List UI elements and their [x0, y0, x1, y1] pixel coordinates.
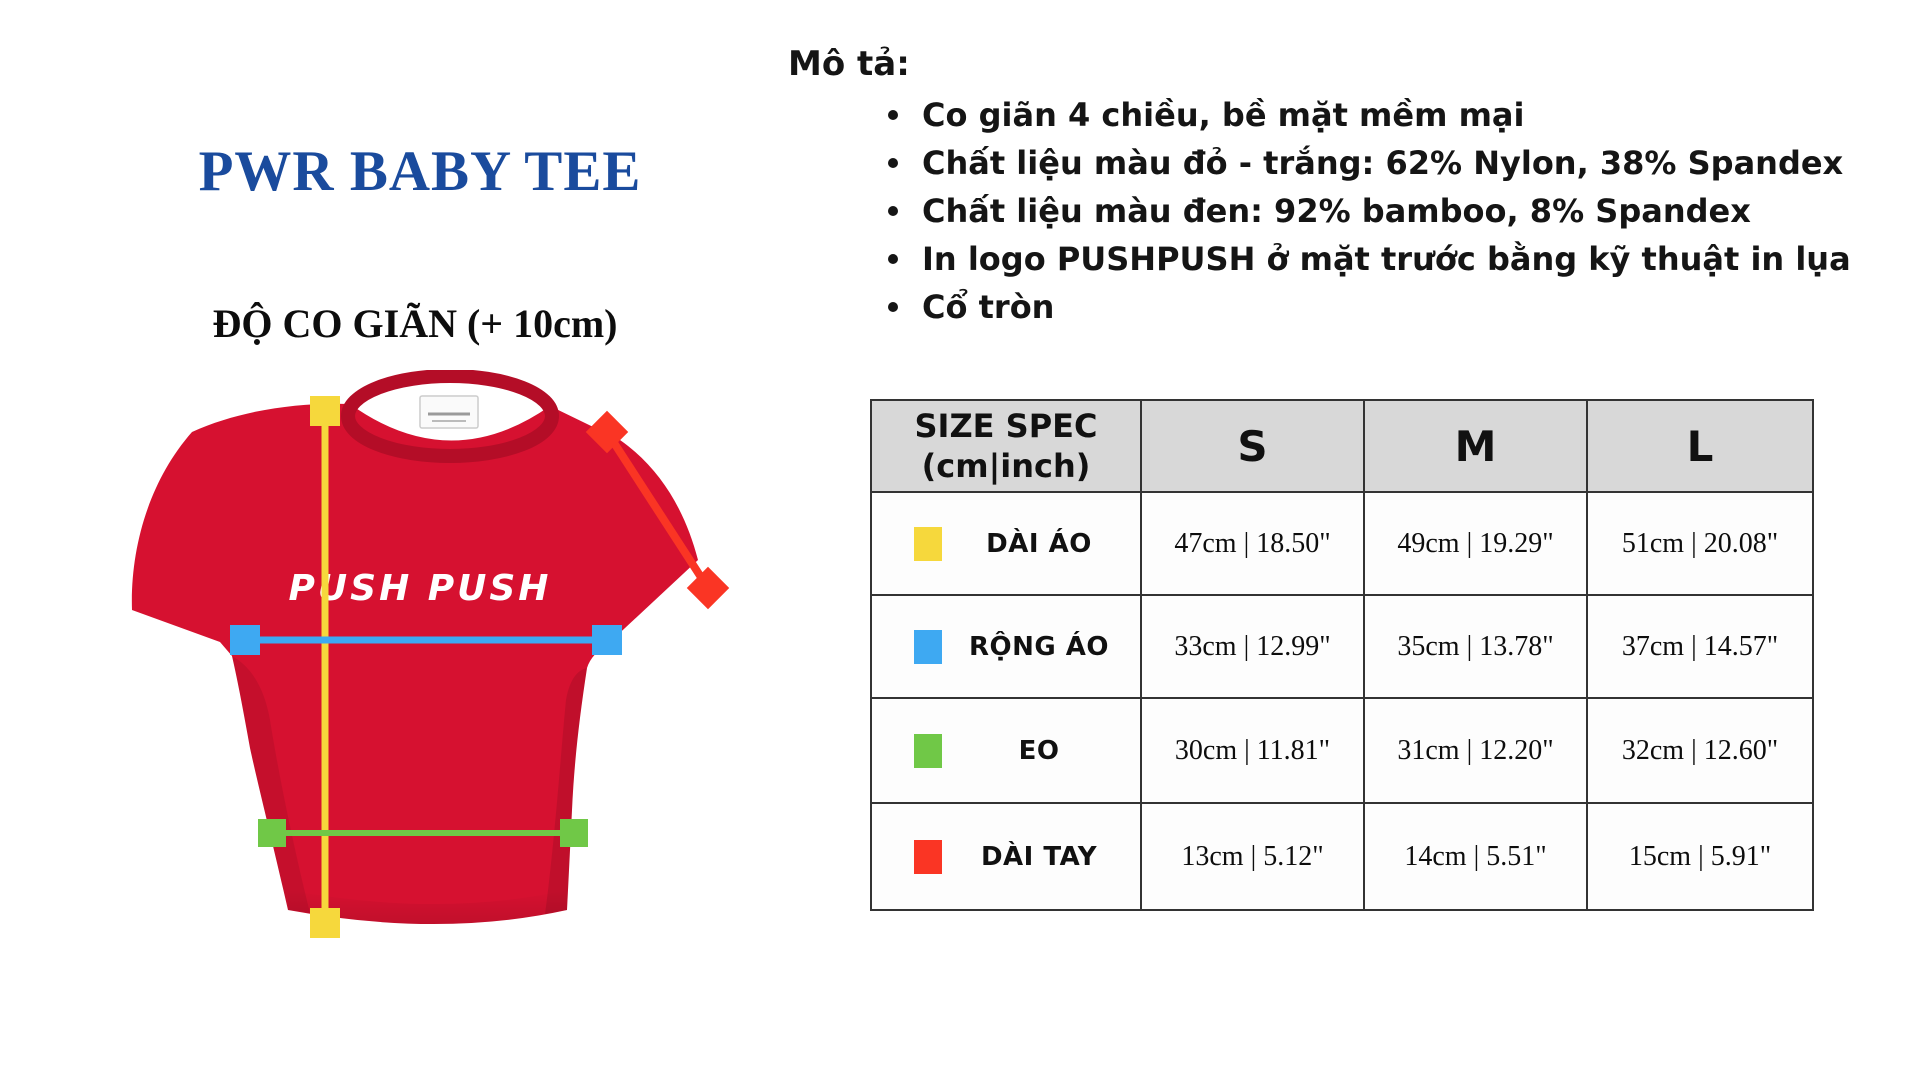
shirt-hem-shade [288, 890, 567, 924]
row-label: DÀI ÁO [986, 528, 1092, 559]
neck-tag [419, 395, 479, 429]
description-heading: Mô tả: [788, 44, 910, 84]
stretch-subtitle: ĐỘ CO GIÃN (+ 10cm) [212, 301, 618, 346]
value-rong-ao-l: 37cm | 14.57" [1588, 596, 1812, 699]
value-dai-ao-l: 51cm | 20.08" [1588, 493, 1812, 596]
value-eo-m: 31cm | 12.20" [1365, 699, 1588, 804]
tshirt-measure-diagram: PUSH PUSH [131, 369, 730, 938]
table-header-size-l: L [1588, 401, 1812, 493]
row-label: DÀI TAY [980, 841, 1098, 872]
size-spec-table: SIZE SPEC (cm|inch) S M L DÀI ÁO 47cm | … [870, 399, 1814, 911]
shirt-shadow-left [232, 656, 310, 913]
measure-width [230, 625, 622, 655]
value-dai-ao-m: 49cm | 19.29" [1365, 493, 1588, 596]
shirt-body [131, 403, 699, 925]
description-item: In logo PUSHPUSH ở mặt trước bằng kỹ thu… [886, 235, 1851, 283]
table-header-line2: (cm|inch) [921, 447, 1091, 485]
description-list: Co giãn 4 chiều, bề mặt mềm mại Chất liệ… [886, 91, 1851, 331]
measure-waist [258, 819, 588, 847]
description-item: Cổ tròn [886, 283, 1851, 331]
value-eo-s: 30cm | 11.81" [1142, 699, 1365, 804]
description-item: Chất liệu màu đen: 92% bamboo, 8% Spande… [886, 187, 1851, 235]
table-row-rong-ao-label: RỘNG ÁO [872, 596, 1142, 699]
value-dai-tay-m: 14cm | 5.51" [1365, 804, 1588, 909]
value-dai-tay-s: 13cm | 5.12" [1142, 804, 1365, 909]
table-header-line1: SIZE SPEC [914, 407, 1098, 445]
shirt-logo-text: PUSH PUSH [289, 568, 552, 609]
row-label: EO [1018, 735, 1060, 766]
table-header-size-s: S [1142, 401, 1365, 493]
table-row-dai-ao-label: DÀI ÁO [872, 493, 1142, 596]
color-swatch-dai-ao [914, 526, 942, 561]
description-item: Chất liệu màu đỏ - trắng: 62% Nylon, 38%… [886, 139, 1851, 187]
table-header-size-m: M [1365, 401, 1588, 493]
table-row-eo-label: EO [872, 699, 1142, 804]
value-eo-l: 32cm | 12.60" [1588, 699, 1812, 804]
color-swatch-eo [914, 733, 942, 768]
value-dai-ao-s: 47cm | 18.50" [1142, 493, 1365, 596]
table-header-size-spec: SIZE SPEC (cm|inch) [872, 401, 1142, 493]
collar [341, 369, 559, 463]
value-rong-ao-s: 33cm | 12.99" [1142, 596, 1365, 699]
value-rong-ao-m: 35cm | 13.78" [1365, 596, 1588, 699]
shirt-shadow-right [545, 668, 587, 914]
value-dai-tay-l: 15cm | 5.91" [1628, 840, 1772, 872]
product-title: PWR BABY TEE [198, 140, 642, 203]
table-row-dai-tay-label: DÀI TAY [872, 804, 1142, 909]
color-swatch-rong-ao [914, 629, 942, 664]
description-item: Co giãn 4 chiều, bề mặt mềm mại [886, 91, 1851, 139]
product-photo: PUSH PUSH [120, 369, 760, 970]
color-swatch-dai-tay [914, 839, 942, 874]
row-label: RỘNG ÁO [969, 631, 1109, 662]
measure-length [310, 396, 340, 938]
